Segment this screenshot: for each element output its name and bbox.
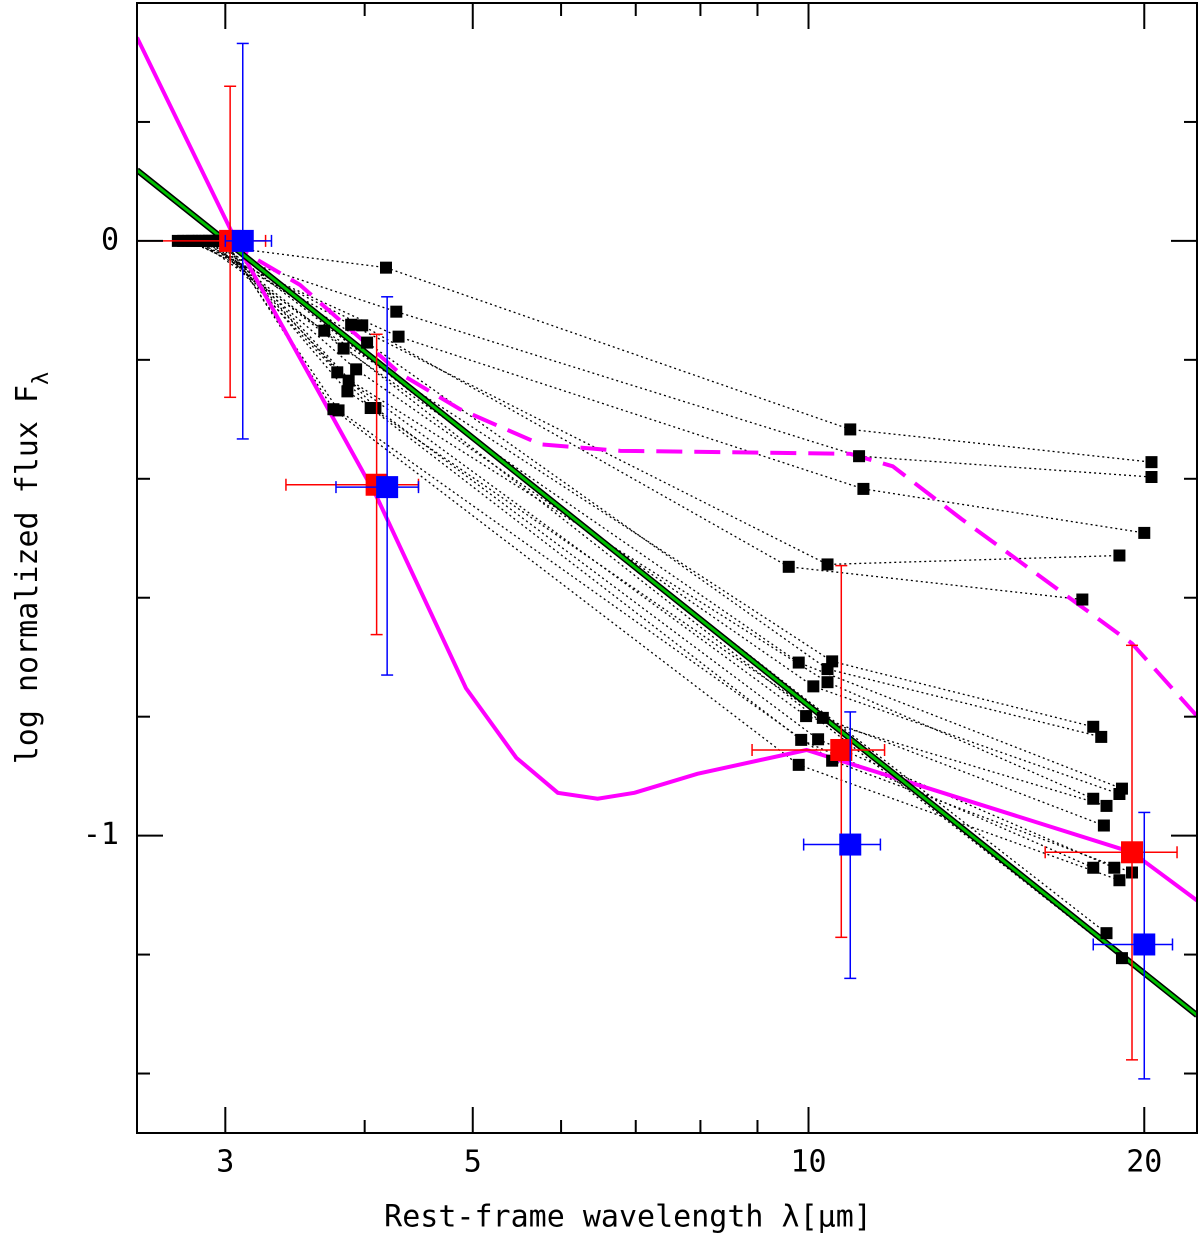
source-point xyxy=(1087,792,1100,805)
source-point xyxy=(800,710,813,723)
source-point xyxy=(369,402,382,415)
source-point xyxy=(1100,927,1113,940)
source-track xyxy=(201,240,1102,738)
source-point xyxy=(1108,861,1121,874)
source-point xyxy=(341,385,354,398)
curve xyxy=(137,36,1197,903)
axes-frame xyxy=(136,2,1198,1134)
source-point xyxy=(1113,788,1126,800)
source-point xyxy=(1113,549,1126,562)
mean-point xyxy=(830,738,853,761)
source-track xyxy=(208,240,1123,959)
source-track xyxy=(177,240,1152,463)
y-axis-label-sub: λ xyxy=(29,372,54,385)
y-axis-label-group: log normalized flux Fλ xyxy=(10,372,55,765)
source-point xyxy=(390,305,403,318)
y-axis-label-main: log normalized flux F xyxy=(10,385,45,764)
source-point xyxy=(782,560,795,573)
source-point xyxy=(857,482,870,495)
mean-point xyxy=(231,229,254,252)
source-point xyxy=(792,758,805,771)
source-point xyxy=(795,733,808,746)
source-point xyxy=(1095,730,1108,743)
mean-point xyxy=(1133,933,1156,956)
source-point xyxy=(1087,720,1100,733)
source-point xyxy=(821,663,834,676)
y-tick-label: -1 xyxy=(83,817,119,852)
source-track xyxy=(218,240,1105,827)
mean-point xyxy=(376,476,399,499)
x-tick-label: 3 xyxy=(216,1145,234,1180)
source-track xyxy=(223,240,1133,874)
source-track xyxy=(221,240,1115,869)
source-track xyxy=(191,240,1120,566)
mean-point xyxy=(839,833,862,856)
y-tick-label: 0 xyxy=(101,222,119,257)
source-point xyxy=(361,336,374,349)
source-point xyxy=(350,363,363,376)
source-point xyxy=(812,733,825,746)
source-point xyxy=(1087,861,1100,874)
source-point xyxy=(1100,799,1113,812)
source-point xyxy=(1113,874,1126,887)
source-track xyxy=(219,240,1094,869)
x-tick-label: 20 xyxy=(1126,1145,1162,1180)
source-point xyxy=(356,319,369,332)
source-point xyxy=(1145,456,1158,469)
source-point xyxy=(331,366,344,379)
source-track xyxy=(182,240,1152,478)
source-point xyxy=(792,656,805,669)
source-point xyxy=(1138,526,1151,539)
source-point xyxy=(816,711,829,724)
source-point xyxy=(821,558,834,571)
x-tick-label: 10 xyxy=(790,1145,826,1180)
source-point xyxy=(318,324,331,337)
source-point xyxy=(1097,819,1110,832)
source-point xyxy=(1115,952,1128,965)
source-point xyxy=(821,676,834,689)
source-point xyxy=(392,330,405,343)
source-point xyxy=(1145,471,1158,484)
mean-point xyxy=(1121,841,1144,864)
source-point xyxy=(1076,593,1089,606)
source-point xyxy=(844,423,857,436)
source-point xyxy=(337,342,350,355)
x-axis-label: Rest-frame wavelength λ[μm] xyxy=(384,1200,872,1235)
source-point xyxy=(342,374,355,387)
source-track xyxy=(188,240,1145,534)
plot-area xyxy=(137,36,1197,1080)
source-point xyxy=(379,261,392,274)
source-point xyxy=(807,680,820,693)
source-point xyxy=(853,450,866,463)
source-track xyxy=(205,240,1123,790)
y-axis-label: log normalized flux Fλ xyxy=(10,372,55,765)
source-track xyxy=(215,240,1107,807)
curve xyxy=(137,168,1197,1017)
source-point xyxy=(345,318,358,331)
source-point xyxy=(327,403,340,416)
x-tick-label: 5 xyxy=(464,1145,482,1180)
